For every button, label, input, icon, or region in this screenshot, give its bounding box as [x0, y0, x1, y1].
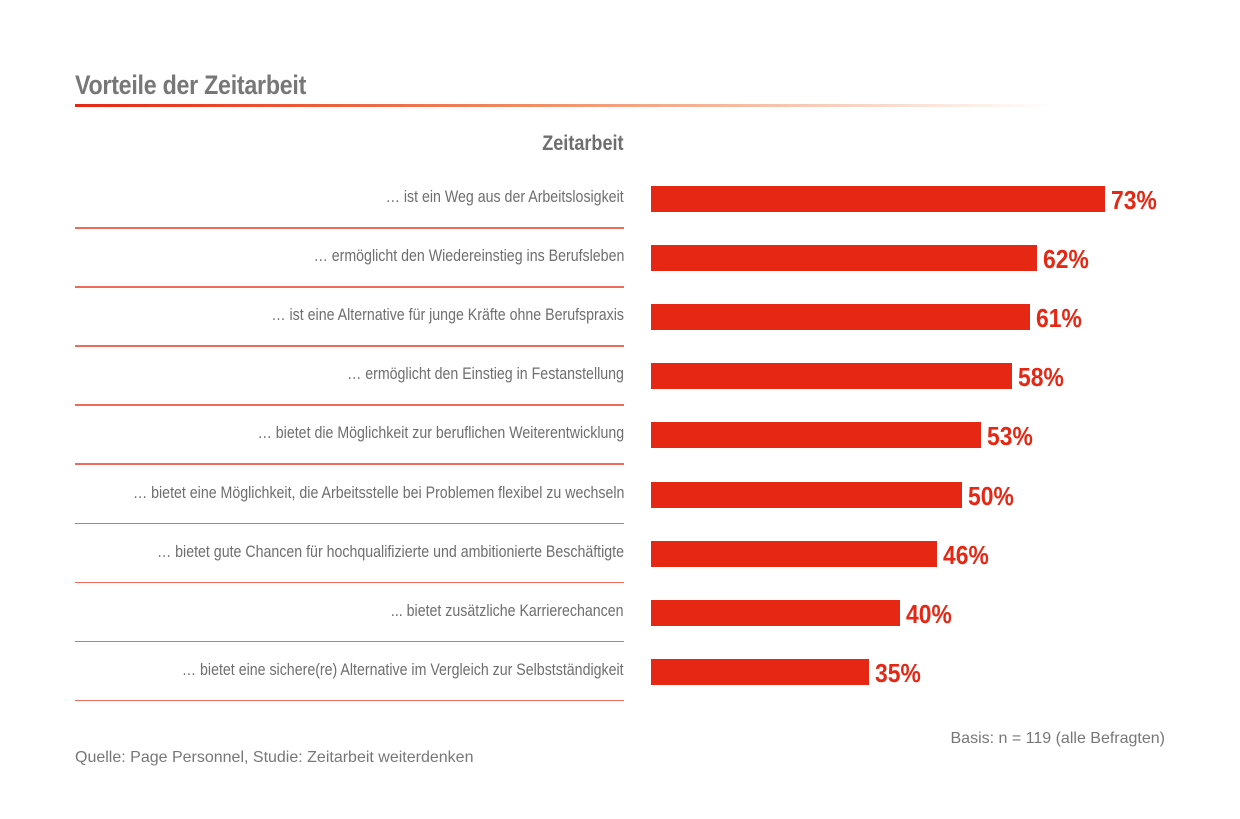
bar [651, 186, 1105, 212]
value-label: 40% [905, 598, 952, 629]
category-label: … bietet gute Chancen für hochqualifizie… [157, 542, 624, 561]
value-label: 50% [967, 480, 1014, 511]
value-label: 35% [874, 657, 921, 688]
title-underline [75, 104, 1055, 107]
value-label: 61% [1036, 303, 1083, 334]
category-label: … ist ein Weg aus der Arbeitslosigkeit [386, 188, 624, 206]
series-heading: Zeitarbeit [542, 132, 624, 155]
chart-title: Vorteile der Zeitarbeit [75, 70, 307, 100]
row-divider [75, 404, 624, 406]
category-label: … bietet die Möglichkeit zur beruflichen… [257, 424, 624, 443]
category-label: ... bietet zusätzliche Karrierechancen [391, 601, 624, 620]
basis-note: Basis: n = 119 (alle Befragten) [950, 730, 1166, 747]
category-label: … ermöglicht den Einstieg in Festanstell… [347, 365, 624, 384]
bar [651, 599, 900, 626]
bar [651, 540, 938, 567]
value-label: 46% [943, 539, 989, 570]
row-divider [75, 699, 624, 702]
row-divider [75, 286, 624, 288]
row-divider [75, 345, 624, 347]
category-label: … ermöglicht den Wiedereinstieg ins Beru… [313, 247, 624, 266]
category-label: … ist eine Alternative für junge Kräfte … [271, 306, 624, 325]
bar [651, 658, 869, 685]
row-divider [75, 463, 624, 465]
row-divider [75, 640, 624, 643]
row-divider [75, 227, 624, 229]
value-label: 73% [1111, 185, 1157, 215]
source-note: Quelle: Page Personnel, Studie: Zeitarbe… [75, 749, 474, 766]
value-label: 58% [1017, 362, 1064, 393]
value-label: 62% [1042, 244, 1089, 275]
bar [651, 481, 962, 508]
row-divider [75, 581, 624, 584]
bar [651, 304, 1031, 331]
category-label: … bietet eine sichere(re) Alternative im… [182, 660, 624, 679]
bar [651, 363, 1012, 390]
bar [651, 245, 1037, 272]
row-divider [75, 522, 624, 524]
value-label: 53% [986, 421, 1033, 452]
category-label: … bietet eine Möglichkeit, die Arbeitsst… [132, 483, 624, 502]
bar [651, 422, 981, 449]
